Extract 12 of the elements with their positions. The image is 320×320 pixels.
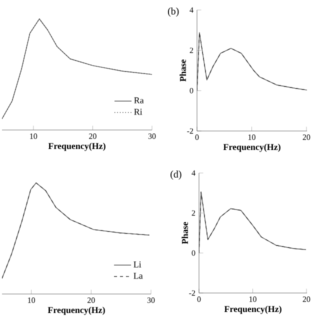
chart-title: (b) [168,8,179,17]
legend-label: La [134,272,143,279]
chart-title: (d) [170,170,182,180]
x-axis-title: Frequency(Hz) [48,306,105,315]
legend-label: Li [134,261,142,268]
y-axis-title: Phase [180,60,186,82]
x-axis-title: Frequency(Hz) [223,144,280,152]
legend-label: Ra [134,97,144,104]
x-axis-title: Frequency(Hz) [48,142,106,151]
y-axis-title: Phase [182,222,188,244]
legend-label: Ri [134,108,142,115]
x-axis-title: Frequency(Hz) [224,306,282,314]
